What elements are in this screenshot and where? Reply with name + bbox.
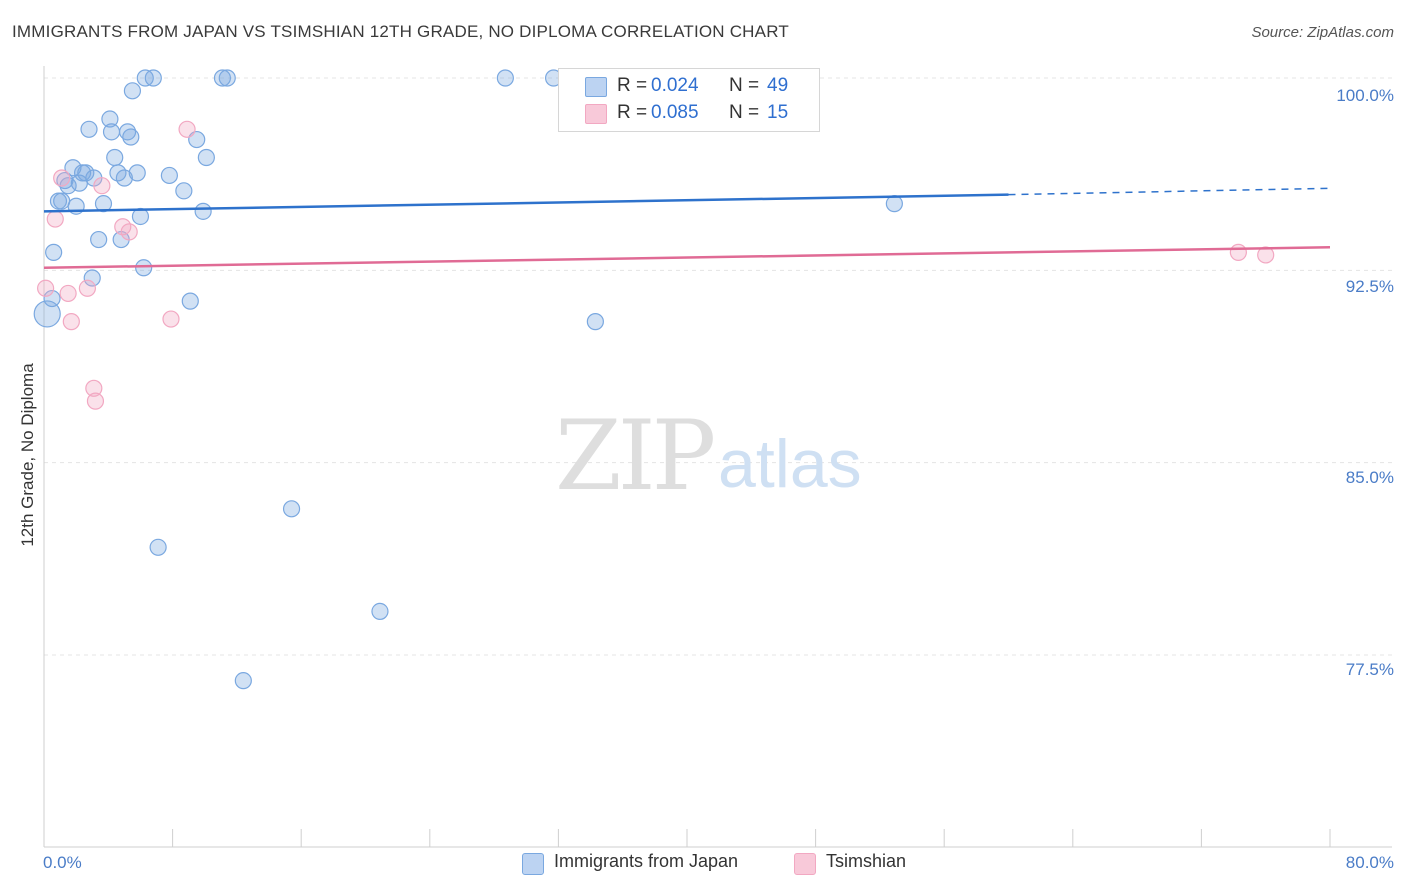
data-point-japan: [115, 169, 133, 187]
data-point-japan: [101, 110, 119, 128]
legend-r-value: 0.085: [651, 102, 699, 123]
data-point-japan: [144, 69, 162, 87]
data-point-japan: [45, 243, 63, 261]
chart-source: Source: ZipAtlas.com: [1251, 24, 1394, 41]
watermark-atlas: atlas: [718, 426, 862, 502]
legend-label-tsimshian: Tsimshian: [826, 851, 907, 871]
legend-n-value: 15: [767, 102, 789, 123]
data-point-tsimshian: [162, 310, 180, 328]
data-point-japan: [56, 171, 74, 190]
data-point-japan: [149, 538, 167, 556]
legend-label-japan: Immigrants from Japan: [554, 851, 739, 871]
data-point-japan: [234, 672, 252, 690]
data-point-japan: [885, 195, 903, 213]
data-point-japan: [102, 123, 121, 141]
y-tick-label: 100.0%: [1336, 86, 1394, 105]
chart-title: IMMIGRANTS FROM JAPAN VS TSIMSHIAN 12TH …: [12, 22, 789, 41]
legend-r-label: R =: [617, 75, 648, 96]
data-point-japan: [586, 313, 604, 331]
data-point-tsimshian: [59, 284, 77, 303]
data-point-japan: [64, 159, 82, 177]
data-point-tsimshian: [120, 223, 138, 241]
data-point-japan: [118, 123, 137, 141]
data-point-japan: [94, 195, 113, 213]
correlation-legend: R = 0.024 N = 49 R = 0.085 N = 15: [558, 68, 820, 132]
data-point-tsimshian: [62, 313, 80, 331]
y-axis-label: 12th Grade, No Diploma: [18, 363, 37, 547]
data-point-japan: [194, 202, 212, 220]
trend-line-japan-extension: [1008, 187, 1331, 196]
data-point-japan: [53, 192, 71, 210]
y-tick-label: 85.0%: [1345, 468, 1394, 487]
data-point-japan: [106, 148, 124, 167]
data-point-tsimshian: [78, 279, 97, 297]
trend-line-tsimshian: [43, 246, 1331, 270]
data-point-tsimshian: [1229, 243, 1247, 261]
data-point-japan: [181, 292, 199, 310]
data-point-tsimshian: [46, 210, 64, 228]
data-point-japan: [33, 300, 61, 328]
data-point-japan: [282, 500, 301, 518]
data-point-japan: [43, 289, 61, 308]
legend-swatch-japan: [522, 853, 544, 875]
legend-n-label: N =: [729, 102, 760, 123]
data-point-japan: [123, 82, 142, 100]
legend-n-label: N =: [729, 75, 760, 96]
legend-n-value: 49: [767, 75, 789, 96]
data-point-japan: [90, 230, 108, 249]
x-tick-label: 80.0%: [1345, 853, 1394, 872]
data-point-tsimshian: [178, 120, 196, 138]
legend-r-value: 0.024: [651, 75, 699, 96]
legend-swatch-japan: [585, 77, 607, 97]
data-point-japan: [213, 69, 232, 87]
data-point-japan: [218, 69, 236, 87]
data-point-tsimshian: [53, 169, 71, 187]
data-point-japan: [128, 164, 146, 182]
legend-r-label: R =: [617, 102, 648, 123]
data-point-japan: [80, 120, 98, 138]
data-point-tsimshian: [37, 279, 55, 297]
x-tick-label: 0.0%: [43, 853, 82, 872]
data-point-japan: [135, 259, 153, 277]
data-point-japan: [371, 602, 389, 621]
data-point-tsimshian: [85, 379, 103, 397]
data-point-tsimshian: [93, 177, 111, 195]
y-tick-label: 92.5%: [1345, 277, 1394, 296]
legend-swatch-tsimshian: [585, 104, 607, 124]
data-point-tsimshian: [86, 392, 105, 410]
data-point-japan: [83, 269, 101, 287]
data-point-japan: [496, 69, 514, 87]
data-point-japan: [175, 182, 193, 200]
y-tick-label: 77.5%: [1345, 660, 1394, 679]
trend-line-japan: [43, 193, 1009, 213]
watermark-zip: ZIP: [555, 400, 716, 512]
legend-swatch-tsimshian: [794, 853, 816, 875]
data-point-japan: [122, 128, 140, 146]
data-point-japan: [160, 166, 178, 185]
data-point-tsimshian: [1257, 246, 1275, 264]
data-point-japan: [197, 148, 215, 167]
